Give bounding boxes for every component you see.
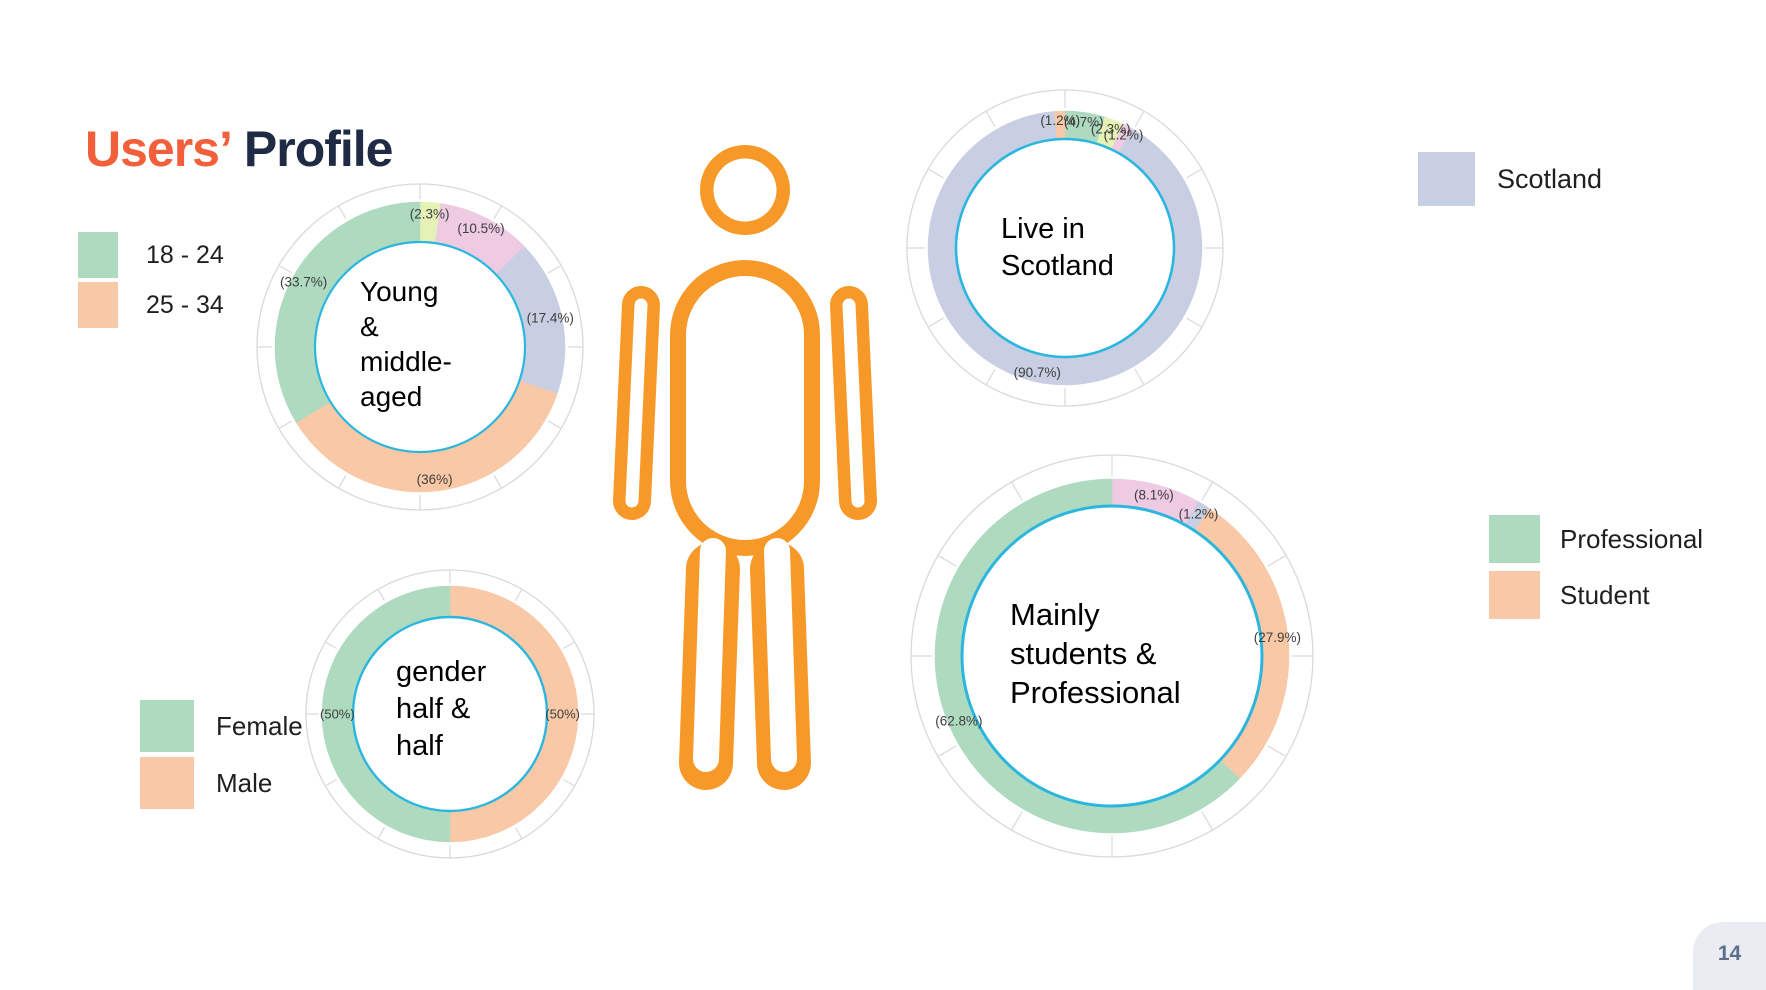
legend-item: 25 - 34 — [78, 282, 224, 328]
donut-age-center-label: Young & middle-aged — [360, 274, 452, 414]
center-label-line: half & — [396, 693, 471, 725]
legend-item: 18 - 24 — [78, 232, 224, 278]
center-label-line: Professional — [1010, 675, 1181, 710]
legend-label: Male — [216, 767, 273, 798]
slice-percent-label: (50%) — [320, 707, 355, 722]
legend-swatch-female — [140, 700, 194, 752]
legend-swatch-18-24 — [78, 232, 118, 278]
center-label-line: gender — [396, 656, 487, 688]
donut-age: (2.3%) (10.5%) (17.4%) (36%) (33.7%) — [256, 183, 584, 511]
slice-percent-label: (4.7%) — [1064, 114, 1104, 129]
legend-item: Female — [140, 700, 303, 752]
legend-label: 25 - 34 — [146, 290, 224, 319]
legend-label: Female — [216, 710, 303, 741]
legend-gender: Female Male — [140, 700, 303, 809]
slice-percent-label: (27.9%) — [1254, 630, 1301, 645]
center-label-line: Young — [360, 276, 439, 307]
legend-swatch-25-34 — [78, 282, 118, 328]
slice-percent-label: (1.2%) — [1179, 506, 1219, 521]
center-label-line: aged — [360, 381, 423, 412]
legend-item: Professional — [1489, 515, 1703, 563]
slice-percent-label: (2.3%) — [410, 206, 450, 221]
page-title-accent: Users’ — [85, 120, 233, 177]
legend-label: Professional — [1560, 523, 1704, 554]
slice-percent-label: (50%) — [545, 707, 580, 722]
donut-gender: (50%) (50%) — [305, 569, 595, 859]
slice-percent-label: (1.2%) — [1104, 127, 1144, 142]
donut-scotland-center-label: Live in Scotland — [1001, 211, 1114, 285]
slice-percent-label: (33.7%) — [280, 274, 327, 289]
center-label-line: & — [360, 311, 379, 342]
center-label-line: half — [396, 730, 443, 762]
legend-swatch-professional — [1489, 515, 1540, 563]
center-label-line: students & — [1010, 636, 1157, 671]
donut-occupation: (8.1%) (1.2%) (27.9%) (62.8%) — [910, 454, 1314, 858]
donut-occupation-center-label: Mainly students & Professional — [1010, 595, 1181, 712]
legend-occupation: Professional Student — [1489, 515, 1703, 619]
person-icon — [613, 145, 877, 790]
legend-label: Scotland — [1497, 163, 1603, 194]
slice-percent-label: (17.4%) — [527, 311, 574, 326]
center-label-line: Scotland — [1001, 250, 1114, 282]
slice-percent-label: (90.7%) — [1014, 365, 1061, 380]
slice-percent-label: (36%) — [417, 472, 453, 487]
page-number: 14 — [1717, 942, 1742, 965]
slice-percent-label: (1.2%) — [1040, 113, 1080, 128]
legend-label: Student — [1560, 579, 1650, 610]
donut-scotland: (4.7%)(2.3%)(1.2%)(90.7%)(1.2%) — [906, 89, 1224, 407]
legend-age: 18 - 24 25 - 34 — [78, 232, 224, 328]
donut-gender-center-label: gender half & half — [396, 654, 486, 765]
slice-percent-label: (8.1%) — [1134, 487, 1174, 502]
page-number-tab: 14 — [1693, 922, 1766, 990]
legend-label: 18 - 24 — [146, 240, 224, 269]
slice-percent-label: (2.3%) — [1091, 122, 1131, 137]
slice-percent-label: (62.8%) — [935, 714, 982, 729]
center-label-line: Live in — [1001, 213, 1085, 245]
legend-item: Male — [140, 757, 303, 809]
legend-item: Scotland — [1418, 152, 1602, 206]
legend-swatch-male — [140, 757, 194, 809]
slice-percent-label: (10.5%) — [457, 221, 504, 236]
legend-swatch-student — [1489, 571, 1540, 619]
center-label-line: middle- — [360, 346, 452, 377]
legend-item: Student — [1489, 571, 1703, 619]
center-label-line: Mainly — [1010, 597, 1100, 632]
page-title-rest: Profile — [243, 120, 394, 177]
legend-scotland: Scotland — [1418, 152, 1602, 206]
legend-swatch-scotland — [1418, 152, 1475, 206]
page-title: Users’ Profile — [85, 120, 394, 178]
